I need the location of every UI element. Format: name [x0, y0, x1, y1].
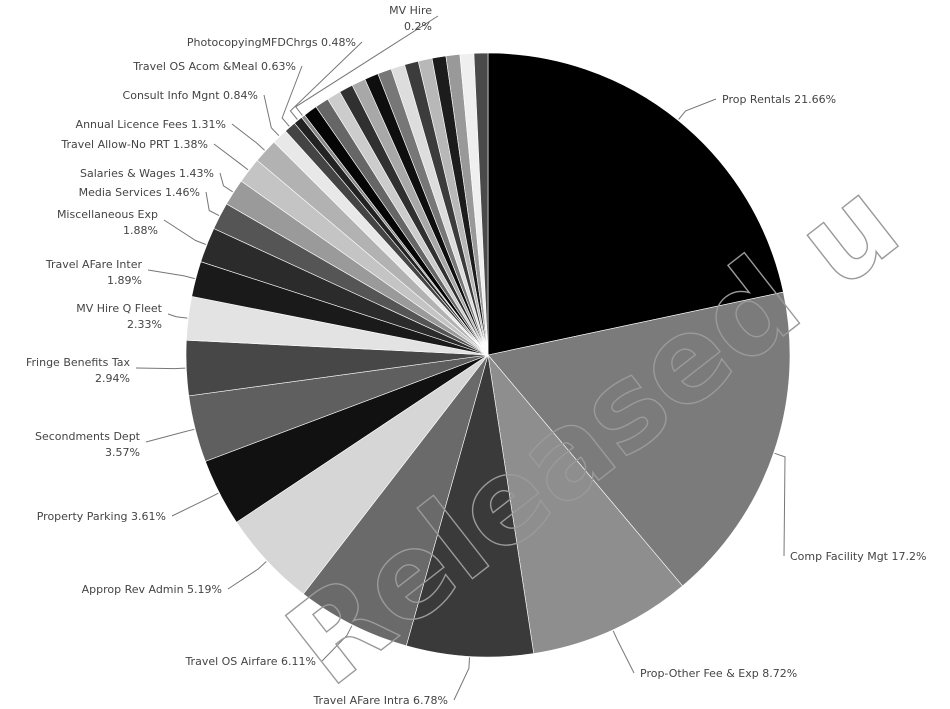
slice-label-9: Fringe Benefits Tax 2.94%	[26, 356, 130, 385]
slice-label-pct: 1.89%	[107, 274, 142, 287]
slice-label-11: Travel AFare Inter 1.89%	[45, 258, 143, 287]
slice-label-pct: 3.57%	[105, 446, 140, 459]
slice-label-13: Media Services 1.46%	[79, 186, 200, 199]
slice-label-12: Miscellaneous Exp 1.88%	[57, 208, 158, 237]
leader-line-4	[453, 657, 470, 701]
slice-label-6: Approp Rev Admin 5.19%	[82, 583, 222, 596]
slice-label-19: PhotocopyingMFDChrgs 0.48%	[187, 36, 356, 49]
pie-slice-small	[473, 52, 489, 356]
slice-label-14: Salaries & Wages 1.43%	[80, 167, 214, 180]
slice-label-pct: 1.88%	[123, 224, 158, 237]
slice-label-7: Property Parking 3.61%	[37, 510, 166, 523]
pie-slice-1	[487, 52, 784, 356]
pie-labels: Prop Rentals 21.66% Comp Facility Mgt 17.…	[26, 4, 926, 707]
leader-line-12	[163, 219, 207, 245]
slice-label-8: Secondments Dept 3.57%	[35, 430, 141, 459]
slice-label-3: Prop-Other Fee & Exp 8.72%	[640, 667, 797, 680]
slice-label-name: Fringe Benefits Tax	[26, 356, 130, 369]
leader-line-2	[774, 452, 786, 557]
pie-slice-4	[405, 354, 535, 658]
leader-line-10	[167, 313, 188, 319]
slice-label-18: Travel OS Acom &Meal 0.63%	[132, 60, 296, 73]
slice-label-name: Secondments Dept	[35, 430, 141, 443]
slice-label-16: Annual Licence Fees 1.31%	[76, 118, 226, 131]
leader-line-11	[147, 269, 195, 280]
slice-label-4: Travel AFare Intra 6.78%	[312, 694, 448, 707]
slice-label-name: MV Hire Q Fleet	[76, 302, 162, 315]
leader-line-14	[219, 172, 233, 193]
slice-label-5: Travel OS Airfare 6.11%	[184, 655, 316, 668]
slice-label-20: MV Hire 0.2%	[389, 4, 432, 33]
slice-label-pct: 2.33%	[127, 318, 162, 331]
pie-slice-2	[487, 291, 791, 587]
leader-line-6	[227, 561, 267, 590]
leader-line-13	[205, 191, 220, 217]
slice-label-10: MV Hire Q Fleet 2.33%	[76, 302, 162, 331]
leader-line-20	[294, 15, 439, 116]
leader-line-18	[281, 65, 303, 127]
slice-label-1: Prop Rentals 21.66%	[722, 93, 836, 106]
leader-line-19	[289, 41, 363, 120]
slice-label-15: Travel Allow-No PRT 1.38%	[60, 138, 208, 151]
slice-label-name: Travel AFare Inter	[45, 258, 143, 271]
leader-line-7	[171, 492, 219, 517]
leader-line-16	[231, 123, 265, 151]
pie-slice-3	[487, 353, 683, 654]
slice-label-2: Comp Facility Mgt 17.2%	[790, 550, 926, 563]
slice-label-pct: 0.2%	[404, 20, 432, 33]
pie-slice-5	[302, 354, 489, 647]
slice-label-pct: 2.94%	[95, 372, 130, 385]
leader-line-9	[135, 367, 186, 370]
slice-label-name: MV Hire	[389, 4, 432, 17]
leader-line-3	[612, 630, 635, 674]
pie-slices	[185, 52, 791, 658]
leader-line-8	[145, 428, 195, 443]
leader-line-17	[263, 94, 280, 137]
slice-label-name: Miscellaneous Exp	[57, 208, 158, 221]
leader-line-15	[213, 143, 249, 171]
slice-label-17: Consult Info Mgnt 0.84%	[123, 89, 258, 102]
leader-line-1	[678, 98, 717, 120]
leader-line-5	[321, 625, 353, 662]
